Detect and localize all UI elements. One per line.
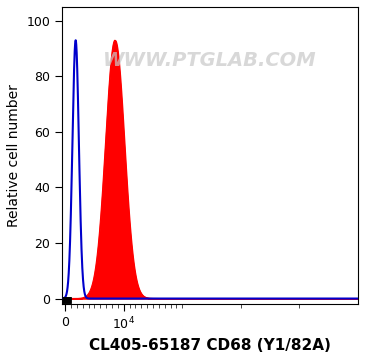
Y-axis label: Relative cell number: Relative cell number <box>7 84 21 227</box>
Text: WWW.PTGLAB.COM: WWW.PTGLAB.COM <box>103 51 317 70</box>
X-axis label: CL405-65187 CD68 (Y1/82A): CL405-65187 CD68 (Y1/82A) <box>89 338 331 353</box>
